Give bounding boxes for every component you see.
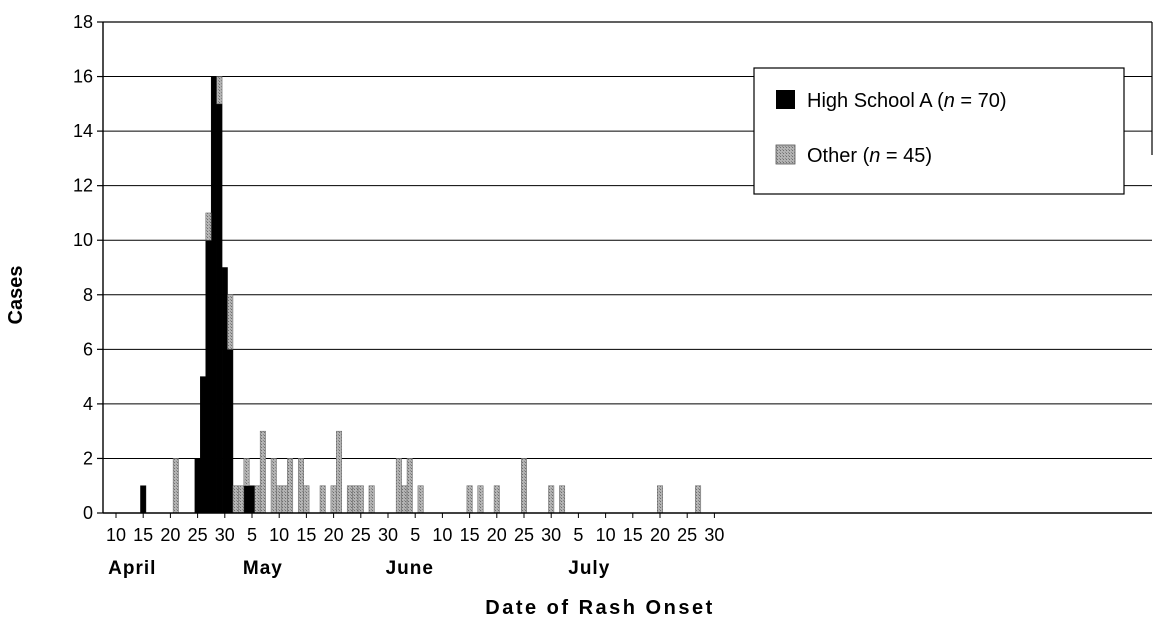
- legend-label-other: Other (n = 45): [807, 145, 932, 167]
- x-tick-label-04-30: 30: [215, 525, 235, 545]
- bar-other-07-19: [657, 485, 663, 514]
- x-tick-label-05-20: 20: [324, 525, 344, 545]
- bar-high-school-a-05-05: [249, 485, 255, 514]
- bar-other-06-02: [401, 485, 408, 514]
- bar-other-05-14: [297, 458, 304, 514]
- bar-other-05-09: [270, 458, 277, 514]
- x-tick-label-06-29: 30: [541, 525, 561, 545]
- y-tick-label-10: 10: [73, 230, 93, 250]
- bar-other-06-01: [395, 458, 402, 514]
- x-tick-label-07-24: 25: [677, 525, 697, 545]
- bar-high-school-a-04-30: [221, 267, 228, 514]
- bar-other-05-25: [357, 485, 364, 514]
- x-tick-label-06-14: 15: [460, 525, 480, 545]
- bar-other-05-04: [243, 458, 250, 486]
- y-tick-label-12: 12: [73, 176, 93, 196]
- legend: High School A (n = 70) Other (n = 45): [753, 67, 1125, 195]
- bar-other-05-02: [232, 485, 239, 514]
- x-tick-label-04-25: 25: [188, 525, 208, 545]
- x-tick-label-04-20: 20: [160, 525, 180, 545]
- bar-other-04-29: [216, 76, 223, 105]
- bar-other-04-27: [205, 212, 212, 241]
- x-tick-label-05-10: 10: [269, 525, 289, 545]
- axes: [97, 21, 1153, 518]
- bar-other-06-24: [521, 458, 527, 514]
- bar-high-school-a-04-29: [216, 103, 223, 514]
- bar-other-06-16: [477, 485, 484, 514]
- y-tick-label-18: 18: [73, 12, 93, 32]
- bar-other-05-23: [346, 485, 353, 514]
- bar-high-school-a-04-15: [140, 485, 147, 514]
- bar-other-05-11: [281, 485, 288, 514]
- x-tick-label-06-24: 25: [514, 525, 534, 545]
- bar-high-school-a-04-25: [194, 458, 201, 514]
- y-tick-label-14: 14: [73, 121, 93, 141]
- bar-other-05-18: [319, 485, 326, 514]
- x-tick-label-05-30: 30: [378, 525, 398, 545]
- bar-other-05-24: [352, 485, 359, 514]
- bar-other-05-06: [254, 485, 261, 514]
- x-tick-label-07-14: 15: [623, 525, 643, 545]
- legend-box: [753, 67, 1125, 195]
- y-axis-title: Cases: [5, 266, 27, 325]
- x-tick-label-04-10: 10: [106, 525, 126, 545]
- bar-other-06-29: [548, 485, 555, 514]
- y-tick-label-8: 8: [83, 285, 93, 305]
- legend-label-high-school-a: High School A (n = 70): [807, 90, 1007, 112]
- bar-other-06-14: [466, 485, 473, 514]
- month-label-may: May: [243, 558, 283, 579]
- bar-other-07-26: [695, 485, 702, 514]
- x-tick-label-05-05: 5: [247, 525, 257, 545]
- bar-other-05-03: [238, 485, 245, 514]
- y-tick-label-2: 2: [83, 448, 93, 468]
- x-tick-label-05-15: 15: [296, 525, 316, 545]
- bar-high-school-a-05-01: [227, 349, 234, 514]
- bar-other-06-05: [417, 485, 424, 514]
- y-tick-label-16: 16: [73, 67, 93, 87]
- y-tick-label-6: 6: [83, 339, 93, 359]
- bar-other-05-10: [276, 485, 283, 514]
- bar-other-05-07: [259, 430, 266, 514]
- bar-high-school-a-04-27: [205, 239, 212, 514]
- bar-high-school-a-04-28: [210, 76, 217, 514]
- x-tick-label-06-09: 10: [432, 525, 452, 545]
- bar-other-06-19: [493, 485, 500, 514]
- x-tick-label-07-04: 5: [573, 525, 583, 545]
- x-tick-label-06-19: 20: [487, 525, 507, 545]
- x-tick-label-07-09: 10: [596, 525, 616, 545]
- x-tick-label-07-19: 20: [650, 525, 670, 545]
- bar-other-06-03: [406, 458, 413, 514]
- legend-swatch-other: [775, 144, 796, 165]
- legend-swatch-high-school-a: [776, 90, 795, 109]
- tick-labels: 0 2 4 6 8 10 12 14 16 18 10 15 20 25 30 5 10 15 20 25 30 5 10 1…: [73, 12, 724, 579]
- month-label-april: April: [108, 558, 156, 579]
- bar-other-04-21: [172, 458, 179, 514]
- bar-other-05-21: [336, 430, 343, 514]
- bar-high-school-a-04-26: [200, 376, 207, 514]
- month-label-june: June: [386, 558, 434, 579]
- bars: [140, 76, 702, 514]
- y-tick-label-4: 4: [83, 394, 93, 414]
- bar-high-school-a-05-04: [243, 485, 250, 514]
- y-tick-label-0: 0: [83, 503, 93, 523]
- x-tick-label-05-25: 25: [351, 525, 371, 545]
- x-tick-label-07-29: 30: [704, 525, 724, 545]
- bar-other-05-15: [303, 485, 310, 514]
- bar-other-07-01: [559, 485, 566, 514]
- month-label-july: July: [568, 558, 610, 579]
- x-axis-title: Date of Rash Onset: [485, 597, 714, 619]
- x-tick-label-04-15: 15: [133, 525, 153, 545]
- bar-other-05-27: [368, 485, 375, 514]
- x-tick-label-06-04: 5: [410, 525, 420, 545]
- bar-other-05-12: [287, 458, 294, 514]
- bar-other-05-01: [227, 294, 234, 350]
- bar-other-05-20: [330, 485, 337, 514]
